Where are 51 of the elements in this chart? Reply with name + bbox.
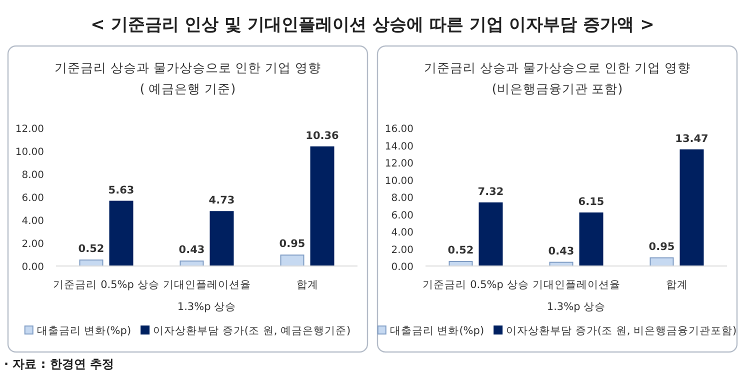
bar [680, 149, 704, 266]
y-tick-label: 2.00 [391, 244, 414, 256]
y-tick-label: 8.00 [391, 193, 414, 204]
x-tick-label: 기대인플레이션율 1.3%p 상승 [162, 279, 251, 313]
text: < 기준금리 인상 및 기대인플레이션 상승에 따른 기업 이자부담 증가액 > [90, 15, 654, 35]
y-tick-label: 10.00 [15, 147, 44, 158]
data-label: 0.52 [78, 243, 104, 256]
y-tick-label: 14.00 [384, 141, 414, 152]
y-tick-label: 2.00 [22, 239, 44, 250]
bar [280, 254, 304, 266]
legend-label: 이자상환부담 증가(조 원, 예금은행기준) [153, 325, 351, 337]
y-tick-label: 0.00 [391, 262, 414, 273]
data-label: 10.36 [306, 130, 339, 142]
bar [579, 212, 604, 266]
y-tick-label: 6.00 [391, 210, 414, 222]
y-tick-label: 0.00 [22, 262, 44, 273]
chart-title: 기준금리 상승과 물가상승으로 인한 기업 영향 [424, 60, 691, 75]
data-label: 5.63 [108, 184, 134, 196]
text: · 자료 : 한경연 추정 [4, 357, 114, 371]
data-label: 0.43 [178, 244, 205, 256]
chart-title: 기준금리 상승과 물가상승으로 인한 기업 영향 [54, 60, 322, 75]
y-tick-label: 6.00 [22, 193, 44, 204]
chart-subtitle: ( 예금은행 기준) [140, 81, 236, 96]
x-tick-label: 기준금리 0.5%p 상승 [53, 279, 160, 291]
data-label: 0.95 [648, 240, 675, 253]
x-tick-label: 기대인플레이션율 1.3%p 상승 [532, 279, 620, 313]
y-tick-label: 8.00 [22, 170, 44, 181]
data-label: 6.15 [578, 196, 604, 208]
bar [109, 200, 134, 266]
y-tick-label: 10.00 [384, 176, 414, 187]
legend-label: 대출금리 변화(%p) [390, 325, 484, 337]
data-label: 0.52 [448, 244, 474, 257]
legend-label: 이자상환부담 증가(조 원, 비은행금융기관포함) [506, 325, 737, 337]
y-tick-label: 12.00 [15, 124, 44, 135]
x-tick-label: 합계 [296, 279, 318, 291]
data-label: 13.47 [675, 132, 708, 145]
y-tick-label: 16.00 [384, 124, 414, 135]
bar [478, 202, 503, 266]
bar [310, 146, 334, 266]
y-tick-label: 4.00 [22, 216, 44, 227]
x-tick-label: 기준금리 0.5%p 상승 [422, 279, 529, 291]
data-label: 0.43 [548, 245, 574, 258]
legend-label: 대출금리 변화(%p) [36, 325, 132, 337]
data-label: 4.73 [208, 194, 235, 207]
data-label: 7.32 [478, 186, 504, 198]
chart-subtitle: (비은행금융기관 포함) [492, 81, 623, 96]
data-label: 0.95 [279, 238, 306, 250]
bar [210, 211, 234, 266]
x-tick-label: 합계 [666, 279, 688, 291]
y-tick-label: 4.00 [391, 228, 414, 238]
y-tick-label: 12.00 [384, 158, 414, 170]
